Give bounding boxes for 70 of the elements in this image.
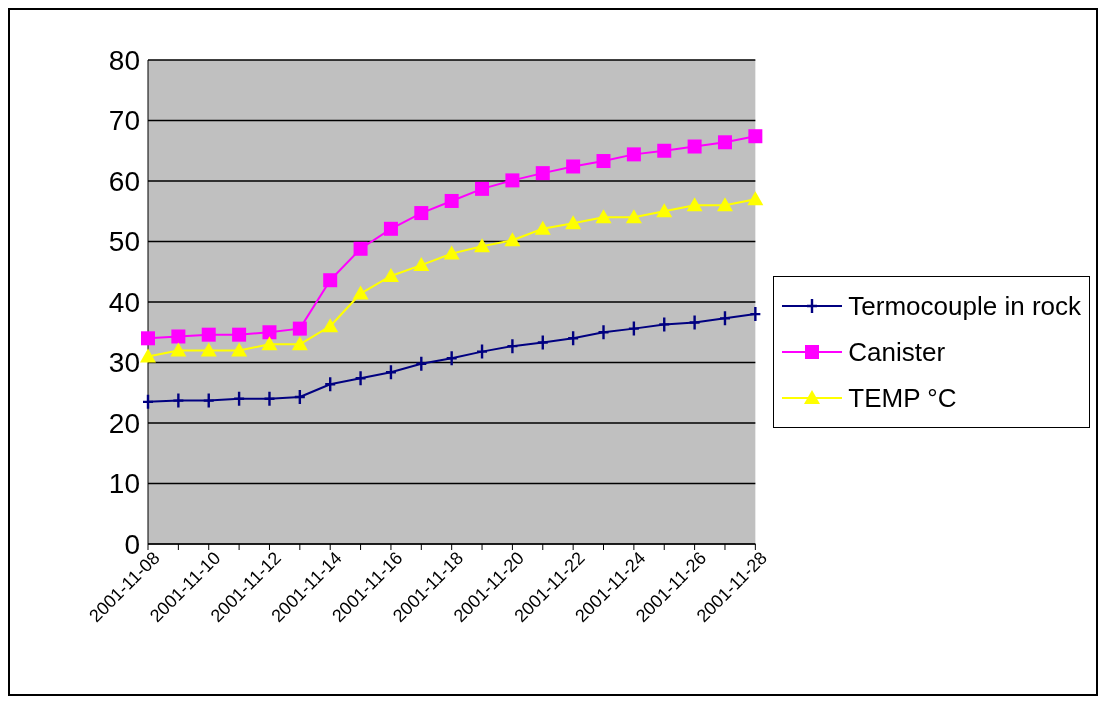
- point: [352, 285, 369, 300]
- point: [625, 209, 642, 224]
- point: [291, 336, 308, 351]
- point: [353, 241, 368, 256]
- point: [748, 129, 763, 144]
- y-tick-label: 30: [108, 347, 140, 379]
- point: [595, 209, 612, 224]
- point: [141, 331, 155, 346]
- legend-label: TEMP °C: [848, 382, 957, 414]
- point: [140, 348, 156, 363]
- point: [414, 206, 429, 221]
- point: [355, 371, 366, 386]
- point: [716, 197, 733, 212]
- point: [231, 342, 248, 357]
- point: [656, 203, 673, 218]
- point: [203, 393, 214, 408]
- point: [505, 173, 520, 188]
- y-tick-label: 80: [108, 44, 140, 76]
- point: [173, 393, 184, 408]
- point: [568, 331, 579, 346]
- point: [322, 318, 339, 333]
- point: [659, 317, 670, 332]
- point: [477, 344, 488, 359]
- point: [534, 220, 551, 235]
- legend-label: Termocouple in rock: [848, 290, 1081, 322]
- point: [232, 327, 247, 342]
- point: [657, 143, 672, 158]
- point: [598, 325, 609, 340]
- y-tick-label: 10: [108, 468, 140, 500]
- point: [626, 147, 641, 162]
- point: [171, 329, 186, 344]
- point: [628, 321, 639, 336]
- point: [446, 351, 457, 366]
- point: [565, 215, 582, 230]
- y-tick-label: 50: [108, 226, 140, 258]
- y-tick-label: 70: [108, 105, 140, 137]
- point: [413, 257, 430, 272]
- legend-label: Canister: [848, 336, 946, 368]
- point: [535, 166, 550, 181]
- point: [264, 391, 275, 406]
- point: [416, 356, 427, 371]
- point: [686, 197, 703, 212]
- point: [383, 221, 398, 236]
- point: [201, 327, 216, 342]
- point: [475, 181, 490, 196]
- y-tick-label: 0: [124, 528, 140, 560]
- y-tick-label: 60: [108, 165, 140, 197]
- point: [382, 267, 399, 282]
- point: [687, 139, 702, 154]
- point: [747, 191, 764, 206]
- point: [444, 193, 459, 208]
- point: [507, 339, 518, 354]
- y-tick-label: 40: [108, 286, 140, 318]
- point: [292, 321, 307, 336]
- point: [750, 307, 761, 322]
- y-tick-label: 20: [108, 407, 140, 439]
- point: [261, 336, 278, 351]
- point: [566, 159, 581, 174]
- point: [537, 335, 548, 350]
- point: [170, 342, 187, 357]
- point: [474, 238, 491, 253]
- point: [443, 245, 460, 260]
- point: [504, 232, 521, 247]
- point: [262, 325, 277, 340]
- point: [717, 135, 732, 150]
- point: [323, 273, 338, 288]
- point: [689, 315, 700, 330]
- point: [200, 342, 217, 357]
- point: [596, 154, 611, 169]
- point: [719, 311, 730, 326]
